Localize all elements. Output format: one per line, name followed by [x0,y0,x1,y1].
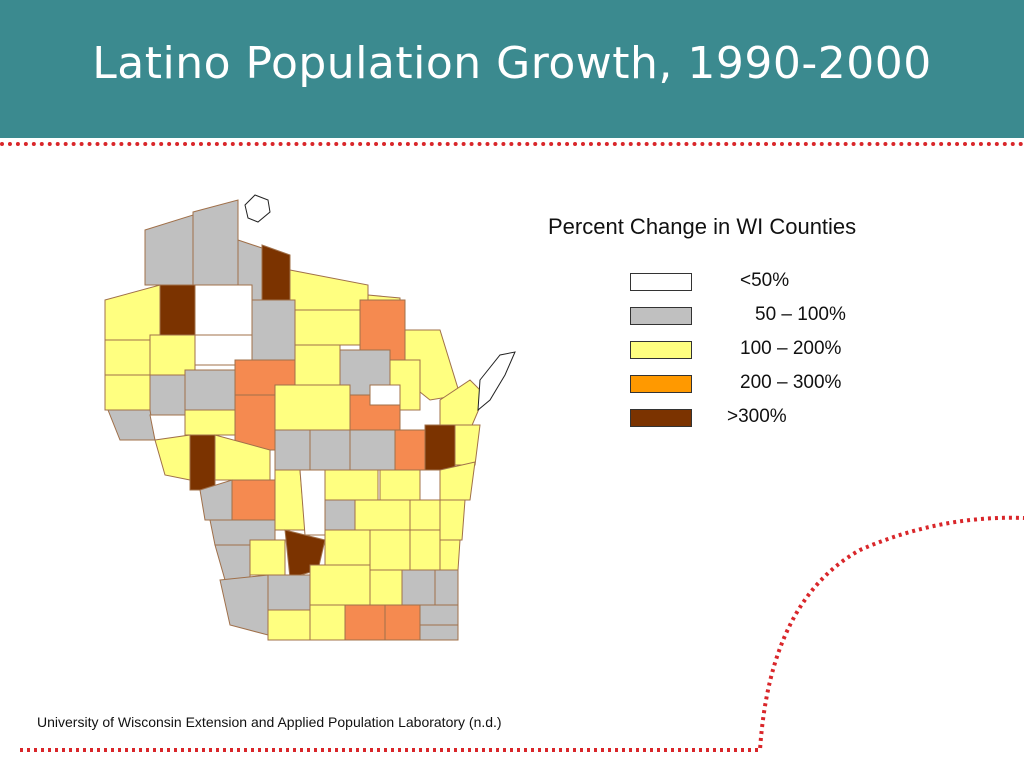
county-richland [249,539,286,576]
county-waushara [324,469,379,501]
county-iowa [267,574,311,611]
county-marathon [274,384,351,431]
county-polk [104,339,151,376]
wisconsin-county-map [104,194,516,641]
county-crawford [214,544,251,581]
county-oneida [294,309,361,346]
county-grant [219,574,269,636]
county-dunn [149,374,186,416]
slide-title: Latino Population Growth, 1990-2000 [92,38,932,89]
county-kewaunee [424,424,456,471]
county-milwaukee [434,569,459,606]
county-waupaca [349,429,396,471]
county-vilas [289,269,369,311]
county-dodge [369,529,411,571]
county-wood [274,429,311,471]
county-manitowoc-n [454,424,481,466]
county-monroe [231,479,276,521]
apostle-islands [244,194,271,223]
county-jefferson [369,569,403,606]
legend-label: >300% [727,406,787,427]
county-manitowoc [439,461,476,501]
county-lafayette [267,609,311,641]
county-eauclaire [184,409,236,436]
source-citation: University of Wisconsin Extension and Ap… [37,714,502,730]
county-trempealeau [189,434,216,491]
legend-label: 100 – 200% [740,338,842,359]
legend-swatch [630,409,692,427]
county-racine [419,604,459,626]
county-fonddulac [409,529,441,571]
county-price [251,299,296,361]
county-winnebago [354,499,411,531]
title-banner [0,0,1024,138]
county-sheboygan [439,499,466,541]
county-sawyer [194,284,253,336]
county-iron [261,244,291,301]
legend-title: Percent Change in WI Counties [548,214,857,239]
county-portage [309,429,351,471]
county-chippewa [184,369,236,411]
county-waukesha [401,569,436,606]
legend-swatch [630,341,692,359]
county-rock [344,604,386,641]
county-green [309,604,346,641]
legend-label: 200 – 300% [740,372,842,393]
door-peninsula-tip [477,351,516,412]
county-menominee [369,384,401,406]
county-dane [309,564,371,606]
legend-swatch [630,307,692,325]
county-kenosha [419,624,459,641]
county-washburn [159,284,196,336]
county-buffalo [154,434,191,481]
county-bayfield [192,199,239,286]
county-walworth [384,604,421,641]
county-marquette [324,499,356,531]
county-outagamie [379,469,421,501]
legend-label: <50% [740,270,790,291]
county-brown [394,429,426,471]
county-stcroix [104,374,151,411]
legend-label: 50 – 100% [755,304,846,325]
dotted-divider [0,142,1024,146]
county-adams [299,469,326,536]
county-douglas [144,214,194,286]
county-burnett [104,284,161,341]
county-lincoln [294,344,341,386]
county-pierce [107,409,156,441]
legend-swatch [630,375,692,393]
county-barron [149,334,196,376]
county-columbia [324,529,371,566]
county-ozaukee [439,539,461,571]
county-calumet [409,499,441,531]
legend-swatch [630,273,692,291]
